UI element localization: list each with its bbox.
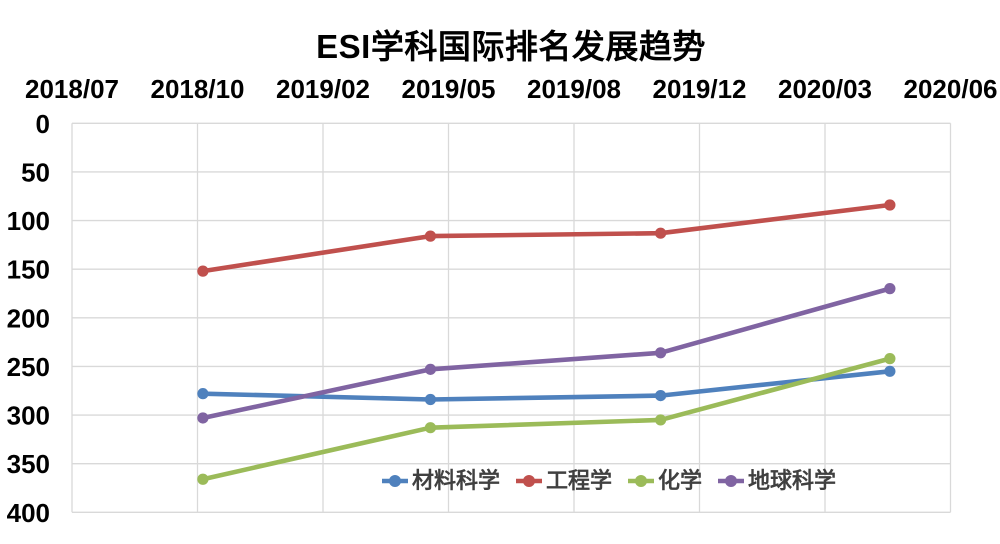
series-point-engineering-2 (654, 227, 667, 239)
series-line-earth-science (200, 286, 893, 421)
y-tick-label: 150 (7, 255, 50, 285)
series-point-materials-science-0 (197, 388, 209, 400)
series-point-engineering-1 (424, 230, 437, 242)
x-tick-label: 2020/03 (778, 74, 872, 104)
legend-marker-icon (382, 475, 408, 488)
legend-label: 地球科学 (748, 468, 837, 493)
series-point-engineering-0 (197, 265, 209, 277)
legend-marker-icon (628, 475, 655, 488)
legend-label: 工程学 (546, 468, 613, 493)
chart-title: ESI学科国际排名发展趋势 (316, 28, 706, 65)
legend-item-earth-science: 地球科学 (717, 468, 836, 494)
x-tick-label: 2018/10 (151, 74, 245, 104)
series-point-earth-science-2 (654, 347, 667, 359)
x-tick-label: 2020/06 (904, 74, 998, 104)
legend-marker-icon (516, 475, 543, 488)
y-tick-label: 200 (7, 303, 50, 333)
series-point-earth-science-0 (197, 412, 209, 424)
legend-item-materials-science: 材料科学 (381, 468, 500, 494)
series-point-materials-science-1 (424, 393, 437, 406)
legend-label: 材料科学 (412, 468, 501, 493)
y-tick-label: 250 (7, 352, 50, 382)
x-tick-label: 2018/07 (25, 74, 119, 104)
y-tick-label: 400 (7, 498, 50, 528)
y-tick-label: 100 (7, 206, 50, 236)
series-point-chemistry-1 (424, 422, 437, 434)
series-line-chemistry (200, 356, 893, 482)
legend-item-engineering: 工程学 (515, 468, 612, 494)
series-point-engineering-3 (884, 199, 896, 211)
y-tick-label: 0 (36, 109, 50, 139)
series-line-materials-science (200, 368, 893, 402)
y-tick-label: 300 (7, 401, 50, 431)
legend-item-chemistry: 化学 (627, 468, 702, 494)
x-tick-label: 2019/08 (527, 74, 621, 104)
series-point-earth-science-1 (424, 363, 437, 375)
x-tick-label: 2019/02 (276, 74, 370, 104)
x-tick-label: 2019/12 (653, 74, 747, 104)
y-tick-label: 50 (21, 157, 50, 187)
series-point-chemistry-2 (654, 414, 667, 426)
series-point-materials-science-3 (884, 365, 896, 377)
legend-label: 化学 (658, 468, 703, 493)
series-line-engineering (200, 202, 893, 274)
series-point-materials-science-2 (654, 390, 667, 402)
series-point-chemistry-0 (197, 473, 209, 485)
chart-legend: 材料科学 工程学 化学 地球科学 (381, 468, 836, 494)
legend-marker-icon (718, 475, 745, 488)
series-point-chemistry-3 (884, 353, 896, 365)
series-point-earth-science-3 (884, 283, 896, 295)
x-tick-label: 2019/05 (402, 74, 496, 104)
y-tick-label: 350 (7, 449, 50, 479)
